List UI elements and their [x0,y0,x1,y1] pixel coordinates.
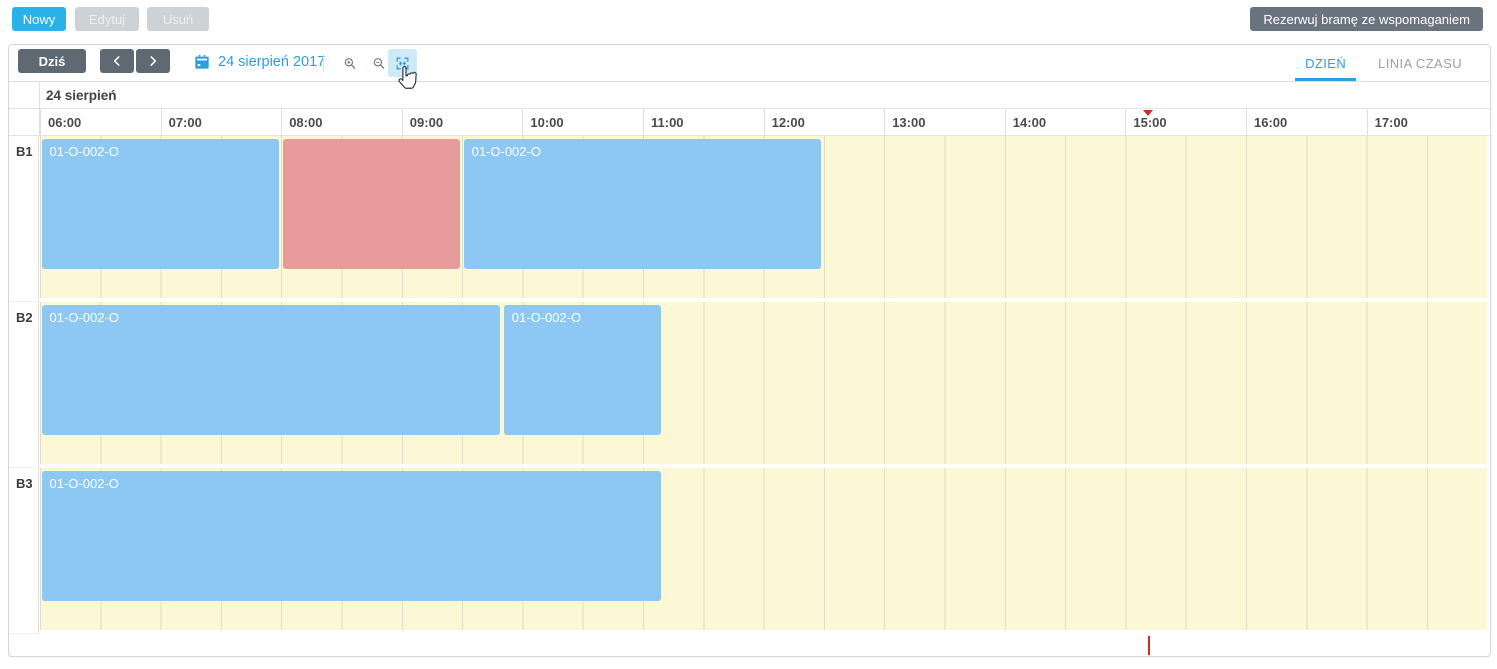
reservation-event[interactable]: 01-O-002-O [41,305,500,435]
new-button[interactable]: Nowy [12,7,66,31]
scheduler-toolbar: Dziś 24 sierpień 2017 [9,45,1490,82]
calendar-icon [195,55,209,69]
chevron-right-icon [150,56,157,66]
reservation-event[interactable]: 01-O-002-O [463,139,822,269]
today-button[interactable]: Dziś [18,49,86,73]
current-date-label: 24 sierpień 2017 [218,54,326,70]
zoom-out-button[interactable] [366,50,392,76]
time-header-row: 06:00 07:00 08:00 09:00 10:00 11:00 12:00 13:00… [9,109,1490,136]
zoom-in-button[interactable] [337,50,363,76]
time-header-cell: 15:00 [1125,109,1246,135]
reservation-event[interactable]: 01-O-002-O [503,305,661,435]
toolbar-divider [323,54,324,72]
now-marker-line [1147,636,1150,655]
chevron-left-icon [113,56,120,66]
row-label: B3 [9,468,39,634]
tab-day[interactable]: DZIEŃ [1295,45,1357,81]
event-title: 01-O-002-O [49,476,119,491]
time-header-cell: 06:00 [40,109,161,135]
edit-button[interactable]: Edytuj [75,7,139,31]
fit-width-icon [396,57,409,69]
time-header-cell: 07:00 [160,109,282,135]
event-title: 01-O-002-O [511,310,582,325]
tab-timeline[interactable]: LINIA CZASU [1368,45,1472,81]
event-title: 01-O-002-O [49,310,119,325]
header-corner [9,109,40,135]
reservation-event[interactable] [282,139,460,269]
event-title: 01-O-002-O [471,144,541,159]
date-picker[interactable]: 24 sierpień 2017 [188,49,331,75]
date-header-row: 24 sierpień [9,82,1490,109]
row-label: B1 [9,136,39,302]
next-day-button[interactable] [136,49,170,73]
delete-button[interactable]: Usuń [147,7,209,31]
scheduler-row: B3 01-O-002-O [9,468,1490,634]
day-header-label: 24 sierpień [46,88,117,103]
time-header-cell: 10:00 [522,109,643,135]
scheduler-row: B1 01-O-002-O 01-O-002-O [9,136,1490,302]
fit-width-button[interactable] [388,49,417,77]
top-toolbar: Nowy Edytuj Usuń Rezerwuj bramę ze wspom… [0,0,1497,40]
reservation-event[interactable]: 01-O-002-O [41,471,661,601]
time-header-cell: 14:00 [1004,109,1126,135]
time-header-cell: 13:00 [884,109,1005,135]
header-corner [9,82,40,108]
time-header-cell: 11:00 [643,109,764,135]
reservation-event[interactable]: 01-O-002-O [41,139,279,269]
time-header-cell: 08:00 [281,109,402,135]
scheduler-panel: Dziś 24 sierpień 2017 [8,44,1491,657]
view-tabs: DZIEŃ LINIA CZASU [1295,45,1472,81]
now-marker-triangle [1142,110,1153,116]
time-header-cell: 09:00 [401,109,523,135]
zoom-out-icon [373,57,385,69]
assisted-reservation-button[interactable]: Rezerwuj bramę ze wspomaganiem [1250,7,1483,31]
zoom-in-icon [344,57,356,69]
time-header-cell: 17:00 [1366,109,1488,135]
scheduler-row: B2 01-O-002-O 01-O-002-O [9,302,1490,468]
time-header-cell: 16:00 [1246,109,1367,135]
time-header-cell: 12:00 [763,109,885,135]
scheduler-grid: B1 01-O-002-O 01-O-002-O B2 01-O-002-O 01-O-0… [9,136,1490,634]
prev-day-button[interactable] [100,49,134,73]
event-title: 01-O-002-O [49,144,119,159]
row-label: B2 [9,302,39,468]
